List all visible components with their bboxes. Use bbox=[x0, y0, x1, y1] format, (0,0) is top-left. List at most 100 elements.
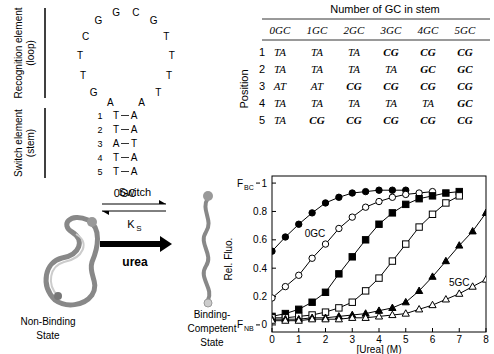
table-cell: CG bbox=[457, 114, 472, 126]
series-line bbox=[272, 192, 433, 298]
level-subscript: BC bbox=[244, 184, 254, 191]
base-pair bbox=[121, 143, 129, 144]
loop-base: G bbox=[112, 7, 120, 18]
data-point bbox=[389, 194, 395, 200]
table-title: Number of GC in stem bbox=[330, 3, 439, 15]
x-tick-label: 6 bbox=[430, 334, 436, 345]
y-tick-label: 0.2 bbox=[253, 291, 267, 302]
y-tick-label: 0 bbox=[261, 319, 267, 330]
data-point bbox=[349, 190, 355, 196]
level-dash bbox=[256, 183, 260, 184]
column-header: 2GC bbox=[344, 24, 365, 36]
loop-base: T bbox=[163, 31, 169, 42]
series-label: 5GC bbox=[449, 277, 470, 288]
x-tick-label: 1 bbox=[296, 334, 302, 345]
denaturant: urea bbox=[122, 255, 148, 269]
y-tick-label: 1 bbox=[261, 178, 267, 189]
data-point bbox=[389, 304, 396, 310]
level-subscript: NB bbox=[244, 325, 254, 332]
table-cell: TA bbox=[385, 63, 397, 75]
data-point bbox=[309, 299, 315, 305]
arrow bbox=[102, 211, 166, 212]
data-point bbox=[402, 310, 409, 316]
data-point bbox=[349, 299, 355, 305]
data-point bbox=[336, 225, 342, 231]
quencher bbox=[203, 191, 213, 201]
x-tick-label: 8 bbox=[483, 334, 489, 345]
row-number: 2 bbox=[259, 63, 265, 75]
row-number: 5 bbox=[259, 114, 265, 126]
element-label: Recognition element bbox=[13, 7, 24, 98]
quencher bbox=[54, 292, 62, 300]
data-point bbox=[456, 193, 462, 199]
column-header: 3GC bbox=[380, 24, 402, 36]
stem-position: 4 bbox=[97, 153, 102, 163]
table-cell: TA bbox=[311, 97, 323, 109]
table-cell: TA bbox=[311, 63, 323, 75]
state-label: Non-Binding bbox=[20, 316, 75, 327]
data-point bbox=[375, 313, 382, 319]
y-tick bbox=[272, 211, 276, 212]
y-tick-label: 0.6 bbox=[253, 234, 267, 245]
element-label: (loop) bbox=[25, 40, 36, 66]
data-point bbox=[376, 221, 382, 227]
table-cell: GC bbox=[420, 63, 436, 75]
element-label: Switch element bbox=[13, 109, 24, 177]
state-label: State bbox=[36, 330, 60, 341]
stem-base: A bbox=[131, 152, 138, 163]
level-label: F bbox=[237, 319, 243, 330]
plot-area bbox=[272, 187, 486, 323]
data-point bbox=[389, 258, 395, 264]
stem-base: T bbox=[113, 124, 119, 135]
y-axis-label: Rel. Fluo. bbox=[223, 238, 234, 281]
data-point bbox=[429, 273, 436, 279]
table-cell: TA bbox=[311, 46, 323, 58]
data-point bbox=[429, 301, 436, 307]
loop-base: G bbox=[95, 15, 103, 26]
data-point bbox=[322, 241, 328, 247]
data-point bbox=[272, 248, 275, 254]
x-tick bbox=[486, 328, 487, 332]
data-point bbox=[389, 210, 395, 216]
data-point bbox=[469, 283, 476, 289]
arrowhead bbox=[102, 211, 109, 215]
stem-position: 2 bbox=[97, 125, 102, 135]
table-cell: CG bbox=[420, 46, 435, 58]
data-point bbox=[456, 242, 463, 248]
folded-dna bbox=[46, 217, 97, 304]
data-point bbox=[429, 193, 435, 199]
y-tick-label: 0.4 bbox=[253, 263, 267, 274]
loop-base: T bbox=[80, 70, 86, 81]
data-point bbox=[349, 314, 356, 320]
loop-base: G bbox=[90, 87, 98, 98]
data-point bbox=[309, 255, 315, 261]
data-point bbox=[376, 198, 382, 204]
data-point bbox=[482, 209, 486, 215]
plot-frame bbox=[272, 176, 486, 332]
x-axis-label: [Urea] (M) bbox=[357, 344, 402, 354]
data-point bbox=[349, 254, 355, 260]
figure: Recognition element(loop)Switch element(… bbox=[0, 0, 494, 354]
data-point bbox=[443, 200, 449, 206]
row-number: 3 bbox=[259, 80, 265, 92]
data-point bbox=[335, 315, 342, 321]
x-tick-label: 2 bbox=[323, 334, 329, 345]
data-point bbox=[442, 257, 449, 263]
data-point bbox=[402, 298, 409, 304]
x-tick bbox=[272, 328, 273, 332]
x-tick bbox=[432, 328, 433, 332]
column-header: 0GC bbox=[270, 24, 291, 36]
data-point bbox=[336, 194, 342, 200]
table-cell: CG bbox=[383, 46, 398, 58]
y-tick bbox=[272, 239, 276, 240]
row-number: 1 bbox=[259, 46, 265, 58]
table-cell: TA bbox=[348, 46, 360, 58]
base-pair bbox=[121, 157, 129, 158]
stem-position: 5 bbox=[97, 167, 102, 177]
table-cell: TA bbox=[274, 97, 286, 109]
data-point bbox=[376, 275, 382, 281]
table-cell: TA bbox=[274, 114, 286, 126]
data-point bbox=[282, 283, 288, 289]
data-point bbox=[482, 276, 486, 282]
stem-base: T bbox=[113, 166, 119, 177]
